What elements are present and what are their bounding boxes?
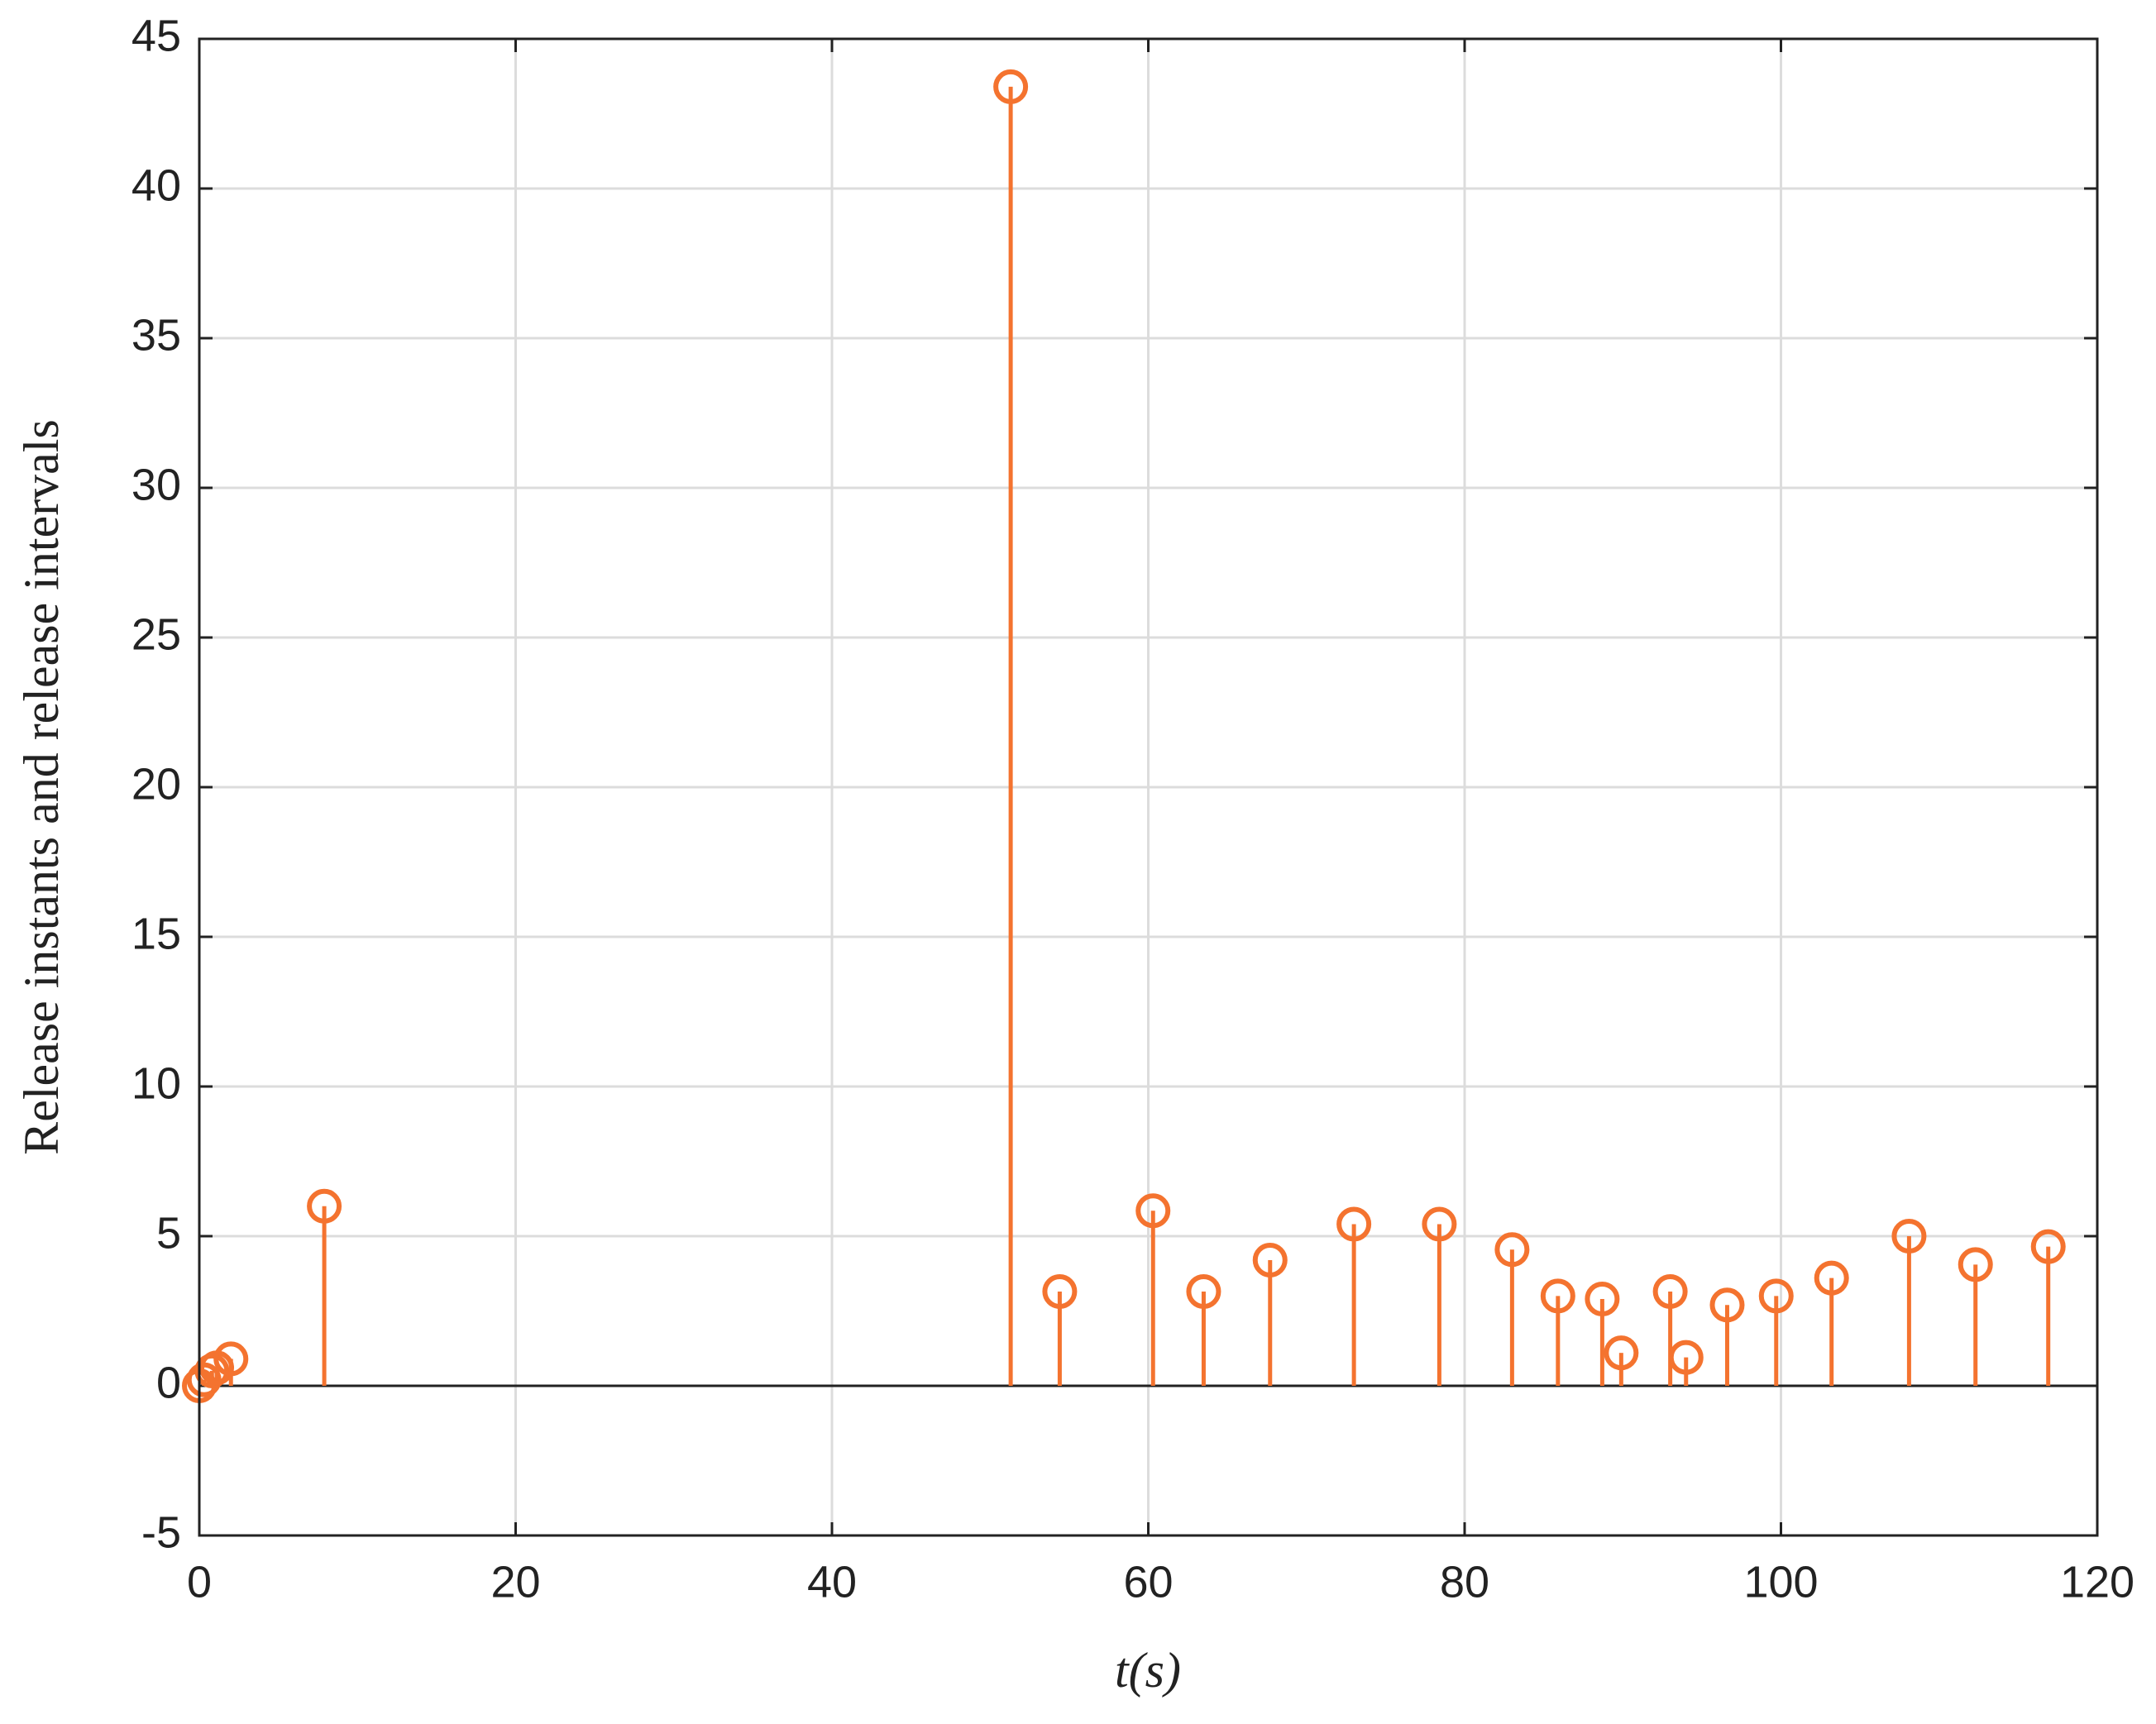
stem-marker — [1252, 1242, 1288, 1277]
stem-marker — [993, 69, 1029, 104]
stem-marker — [1042, 1273, 1078, 1309]
stem-marker — [1814, 1260, 1849, 1296]
x-tick-label: 120 — [2060, 1557, 2134, 1607]
stem-marker — [1652, 1273, 1688, 1309]
stem-marker — [1422, 1206, 1457, 1242]
y-tick-label: 5 — [156, 1208, 181, 1258]
x-tick-label: 60 — [1123, 1557, 1173, 1607]
stem-marker — [2030, 1229, 2066, 1264]
y-tick-label: 40 — [131, 160, 181, 210]
x-tick-label: 40 — [807, 1557, 857, 1607]
stem-marker — [1336, 1206, 1372, 1242]
stem-marker — [1604, 1335, 1639, 1371]
stem-marker — [1585, 1282, 1620, 1317]
y-tick-label: 25 — [131, 609, 181, 659]
x-tick-label: 100 — [1743, 1557, 1818, 1607]
stem-marker — [1668, 1340, 1704, 1375]
y-tick-label: -5 — [141, 1507, 181, 1557]
stem-marker — [1186, 1273, 1221, 1309]
x-tick-label: 20 — [490, 1557, 540, 1607]
y-tick-label: 35 — [131, 310, 181, 360]
y-tick-label: 30 — [131, 460, 181, 509]
stem-marker — [1135, 1193, 1171, 1229]
stem-marker — [307, 1188, 342, 1224]
x-axis-label: t(s) — [1115, 1643, 1181, 1698]
stem-marker — [1958, 1247, 1993, 1282]
y-tick-label: 20 — [131, 759, 181, 809]
stem-marker — [1540, 1278, 1575, 1314]
stem-marker — [1709, 1287, 1745, 1323]
y-tick-label: 0 — [156, 1358, 181, 1407]
stem-marker — [213, 1341, 249, 1377]
plot-frame — [198, 37, 2099, 1537]
stem-marker — [1891, 1219, 1927, 1254]
y-axis-label: Release instants and release intervals — [14, 419, 69, 1155]
y-tick-label: 15 — [131, 909, 181, 958]
y-tick-label: 10 — [131, 1058, 181, 1108]
y-tick-label: 45 — [131, 11, 181, 60]
x-tick-label: 80 — [1440, 1557, 1489, 1607]
stem-marker — [1758, 1278, 1794, 1314]
stem-marker — [1494, 1232, 1530, 1268]
x-tick-label: 0 — [187, 1557, 212, 1607]
